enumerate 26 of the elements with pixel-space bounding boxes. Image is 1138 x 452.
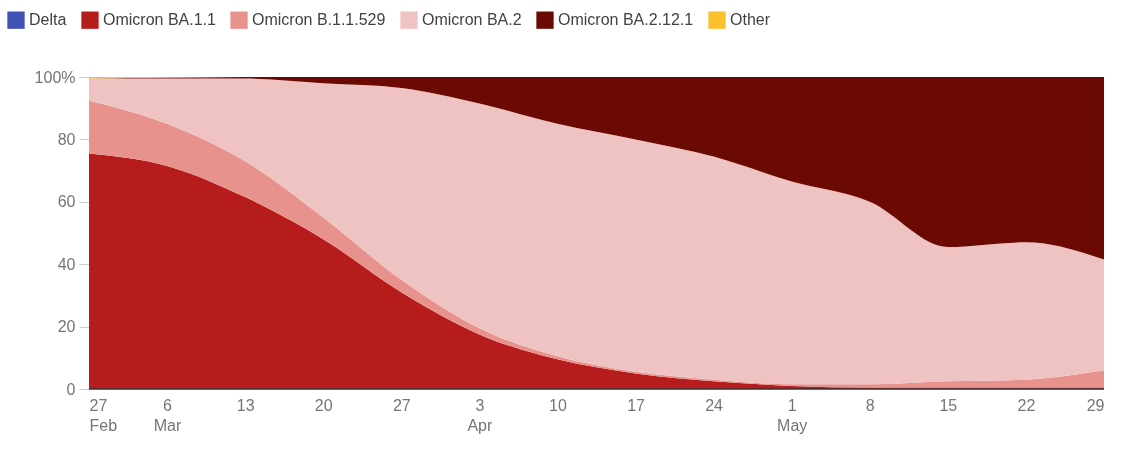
x-tick-label: 17 xyxy=(627,396,646,414)
y-tick-label: 40 xyxy=(57,255,76,273)
x-tick-label: 10 xyxy=(549,396,567,414)
y-tick-label: 100% xyxy=(34,68,76,86)
y-tick-label: 0 xyxy=(66,380,76,398)
x-tick-label: 27 xyxy=(392,396,411,414)
x-tick-label: 13 xyxy=(236,396,255,414)
legend-label: Omicron BA.1.1 xyxy=(103,11,217,29)
x-tick-label: 6 Mar xyxy=(153,396,183,434)
x-tick-label: 24 xyxy=(705,396,724,414)
y-tick-label: 80 xyxy=(57,130,76,148)
x-tick-label: 3 Apr xyxy=(467,396,493,434)
legend-label: Omicron B.1.1.529 xyxy=(252,11,386,29)
x-tick-label: 29 xyxy=(1086,396,1105,414)
legend-label: Omicron BA.2 xyxy=(422,11,522,29)
x-tick-label: 27 Feb xyxy=(89,396,118,434)
legend-label: Delta xyxy=(29,11,67,29)
x-tick-label: 22 xyxy=(1017,396,1036,414)
y-tick-label: 60 xyxy=(57,193,76,211)
x-tick-label: 20 xyxy=(314,396,333,414)
legend-label: Other xyxy=(730,11,771,29)
legend-label: Omicron BA.2.12.1 xyxy=(558,11,694,29)
x-tick-label: 15 xyxy=(939,396,958,414)
x-tick-label: 1 May xyxy=(777,396,808,434)
y-tick-label: 20 xyxy=(57,318,76,336)
x-tick-label: 8 xyxy=(865,396,875,414)
